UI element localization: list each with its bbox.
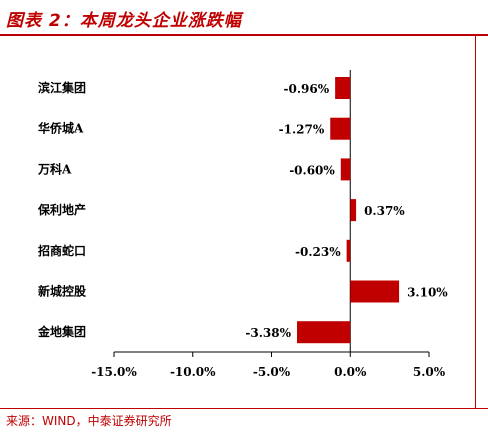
category-label: 万科A xyxy=(37,161,72,176)
value-label: -3.38% xyxy=(245,326,291,340)
bottom-rule xyxy=(0,408,488,409)
category-label: 金地集团 xyxy=(37,324,86,339)
title-rule xyxy=(0,34,488,36)
value-label: -1.27% xyxy=(279,123,325,137)
x-tick-label: 5.0% xyxy=(413,365,446,379)
bar-3 xyxy=(340,158,351,181)
bar-chart: 滨江集团 -0.96% 华侨城A -1.27% 万科A -0.60% 保利地产 0.37% 招商… xyxy=(37,70,448,379)
category-label: 华侨城A xyxy=(38,121,84,136)
source-note: 来源：WIND，中泰证券研究所 xyxy=(6,414,172,428)
value-label: 3.10% xyxy=(407,286,448,300)
bar-2 xyxy=(330,117,351,140)
value-label: -0.23% xyxy=(295,245,341,259)
x-tick-label: -15.0% xyxy=(91,365,137,379)
bar-7 xyxy=(297,321,351,344)
bar-1 xyxy=(335,77,351,99)
bar-5 xyxy=(346,239,351,262)
title-bar: 图表 2：本周龙头企业涨跌幅 xyxy=(0,0,488,34)
bar-4 xyxy=(350,199,357,222)
x-tick-label: -5.0% xyxy=(253,365,291,379)
value-label: 0.37% xyxy=(364,204,405,218)
value-label: -0.60% xyxy=(289,163,335,177)
x-tick-label: -10.0% xyxy=(170,365,216,379)
category-label: 招商蛇口 xyxy=(38,243,86,258)
category-label: 保利地产 xyxy=(37,202,86,217)
category-label: 滨江集团 xyxy=(38,80,86,95)
category-label: 新城控股 xyxy=(38,284,87,299)
value-label: -0.96% xyxy=(284,82,330,96)
right-border xyxy=(475,36,476,408)
chart-title: 图表 2：本周龙头企业涨跌幅 xyxy=(6,11,242,31)
bar-6 xyxy=(350,280,400,303)
x-tick-label: 0.0% xyxy=(334,365,367,379)
